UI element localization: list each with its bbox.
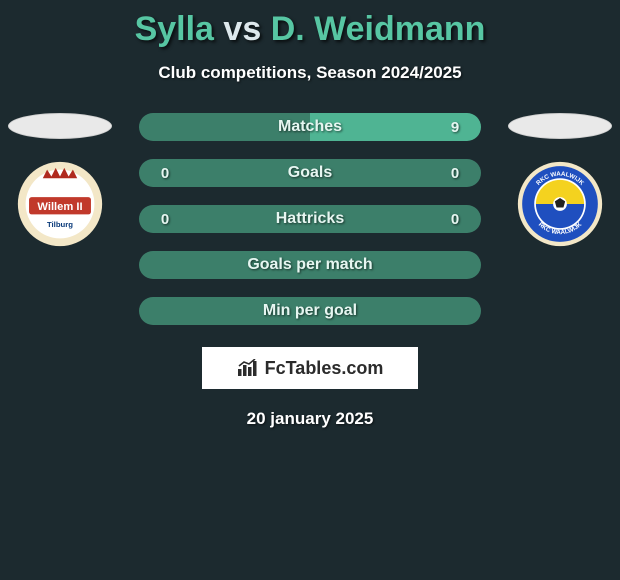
stat-value-b: 9 xyxy=(443,119,467,136)
watermark: FcTables.com xyxy=(202,347,418,389)
stat-row: 0Hattricks0 xyxy=(139,205,481,233)
stat-label: Goals per match xyxy=(177,256,443,274)
club-crest-willem-ii: Willem II Tilburg xyxy=(17,161,103,247)
player-a-placeholder-oval xyxy=(8,113,112,139)
stat-row: Matches9 xyxy=(139,113,481,141)
crest-sub-text: Tilburg xyxy=(47,220,73,229)
stat-rows: Matches90Goals00Hattricks0Goals per matc… xyxy=(139,113,481,325)
stat-row: Goals per match xyxy=(139,251,481,279)
stat-row: Min per goal xyxy=(139,297,481,325)
stat-label: Goals xyxy=(177,164,443,182)
player-b-name: D. Weidmann xyxy=(271,10,486,48)
player-a-name: Sylla xyxy=(135,10,214,48)
watermark-text: FcTables.com xyxy=(265,358,384,379)
stat-value-a: 0 xyxy=(153,211,177,228)
club-crest-rkc-waalwijk: RKC WAALWIJK RKC WAALWIJK xyxy=(517,161,603,247)
stat-label: Hattricks xyxy=(177,210,443,228)
stat-value-b: 0 xyxy=(443,165,467,182)
crest-band-text: Willem II xyxy=(37,201,82,213)
stat-label: Matches xyxy=(177,118,443,136)
stat-value-b: 0 xyxy=(443,211,467,228)
page-title: Sylla vs D. Weidmann xyxy=(0,0,620,49)
side-right: RKC WAALWIJK RKC WAALWIJK xyxy=(500,113,620,247)
date-text: 20 january 2025 xyxy=(0,409,620,429)
stat-label: Min per goal xyxy=(177,302,443,320)
stat-value-a: 0 xyxy=(153,165,177,182)
chart-icon xyxy=(237,359,259,377)
vs-text: vs xyxy=(223,10,261,48)
subtitle: Club competitions, Season 2024/2025 xyxy=(0,63,620,83)
side-left: Willem II Tilburg xyxy=(0,113,120,247)
stat-row: 0Goals0 xyxy=(139,159,481,187)
comparison-content: Willem II Tilburg RKC WAALWIJK xyxy=(0,113,620,429)
player-b-placeholder-oval xyxy=(508,113,612,139)
